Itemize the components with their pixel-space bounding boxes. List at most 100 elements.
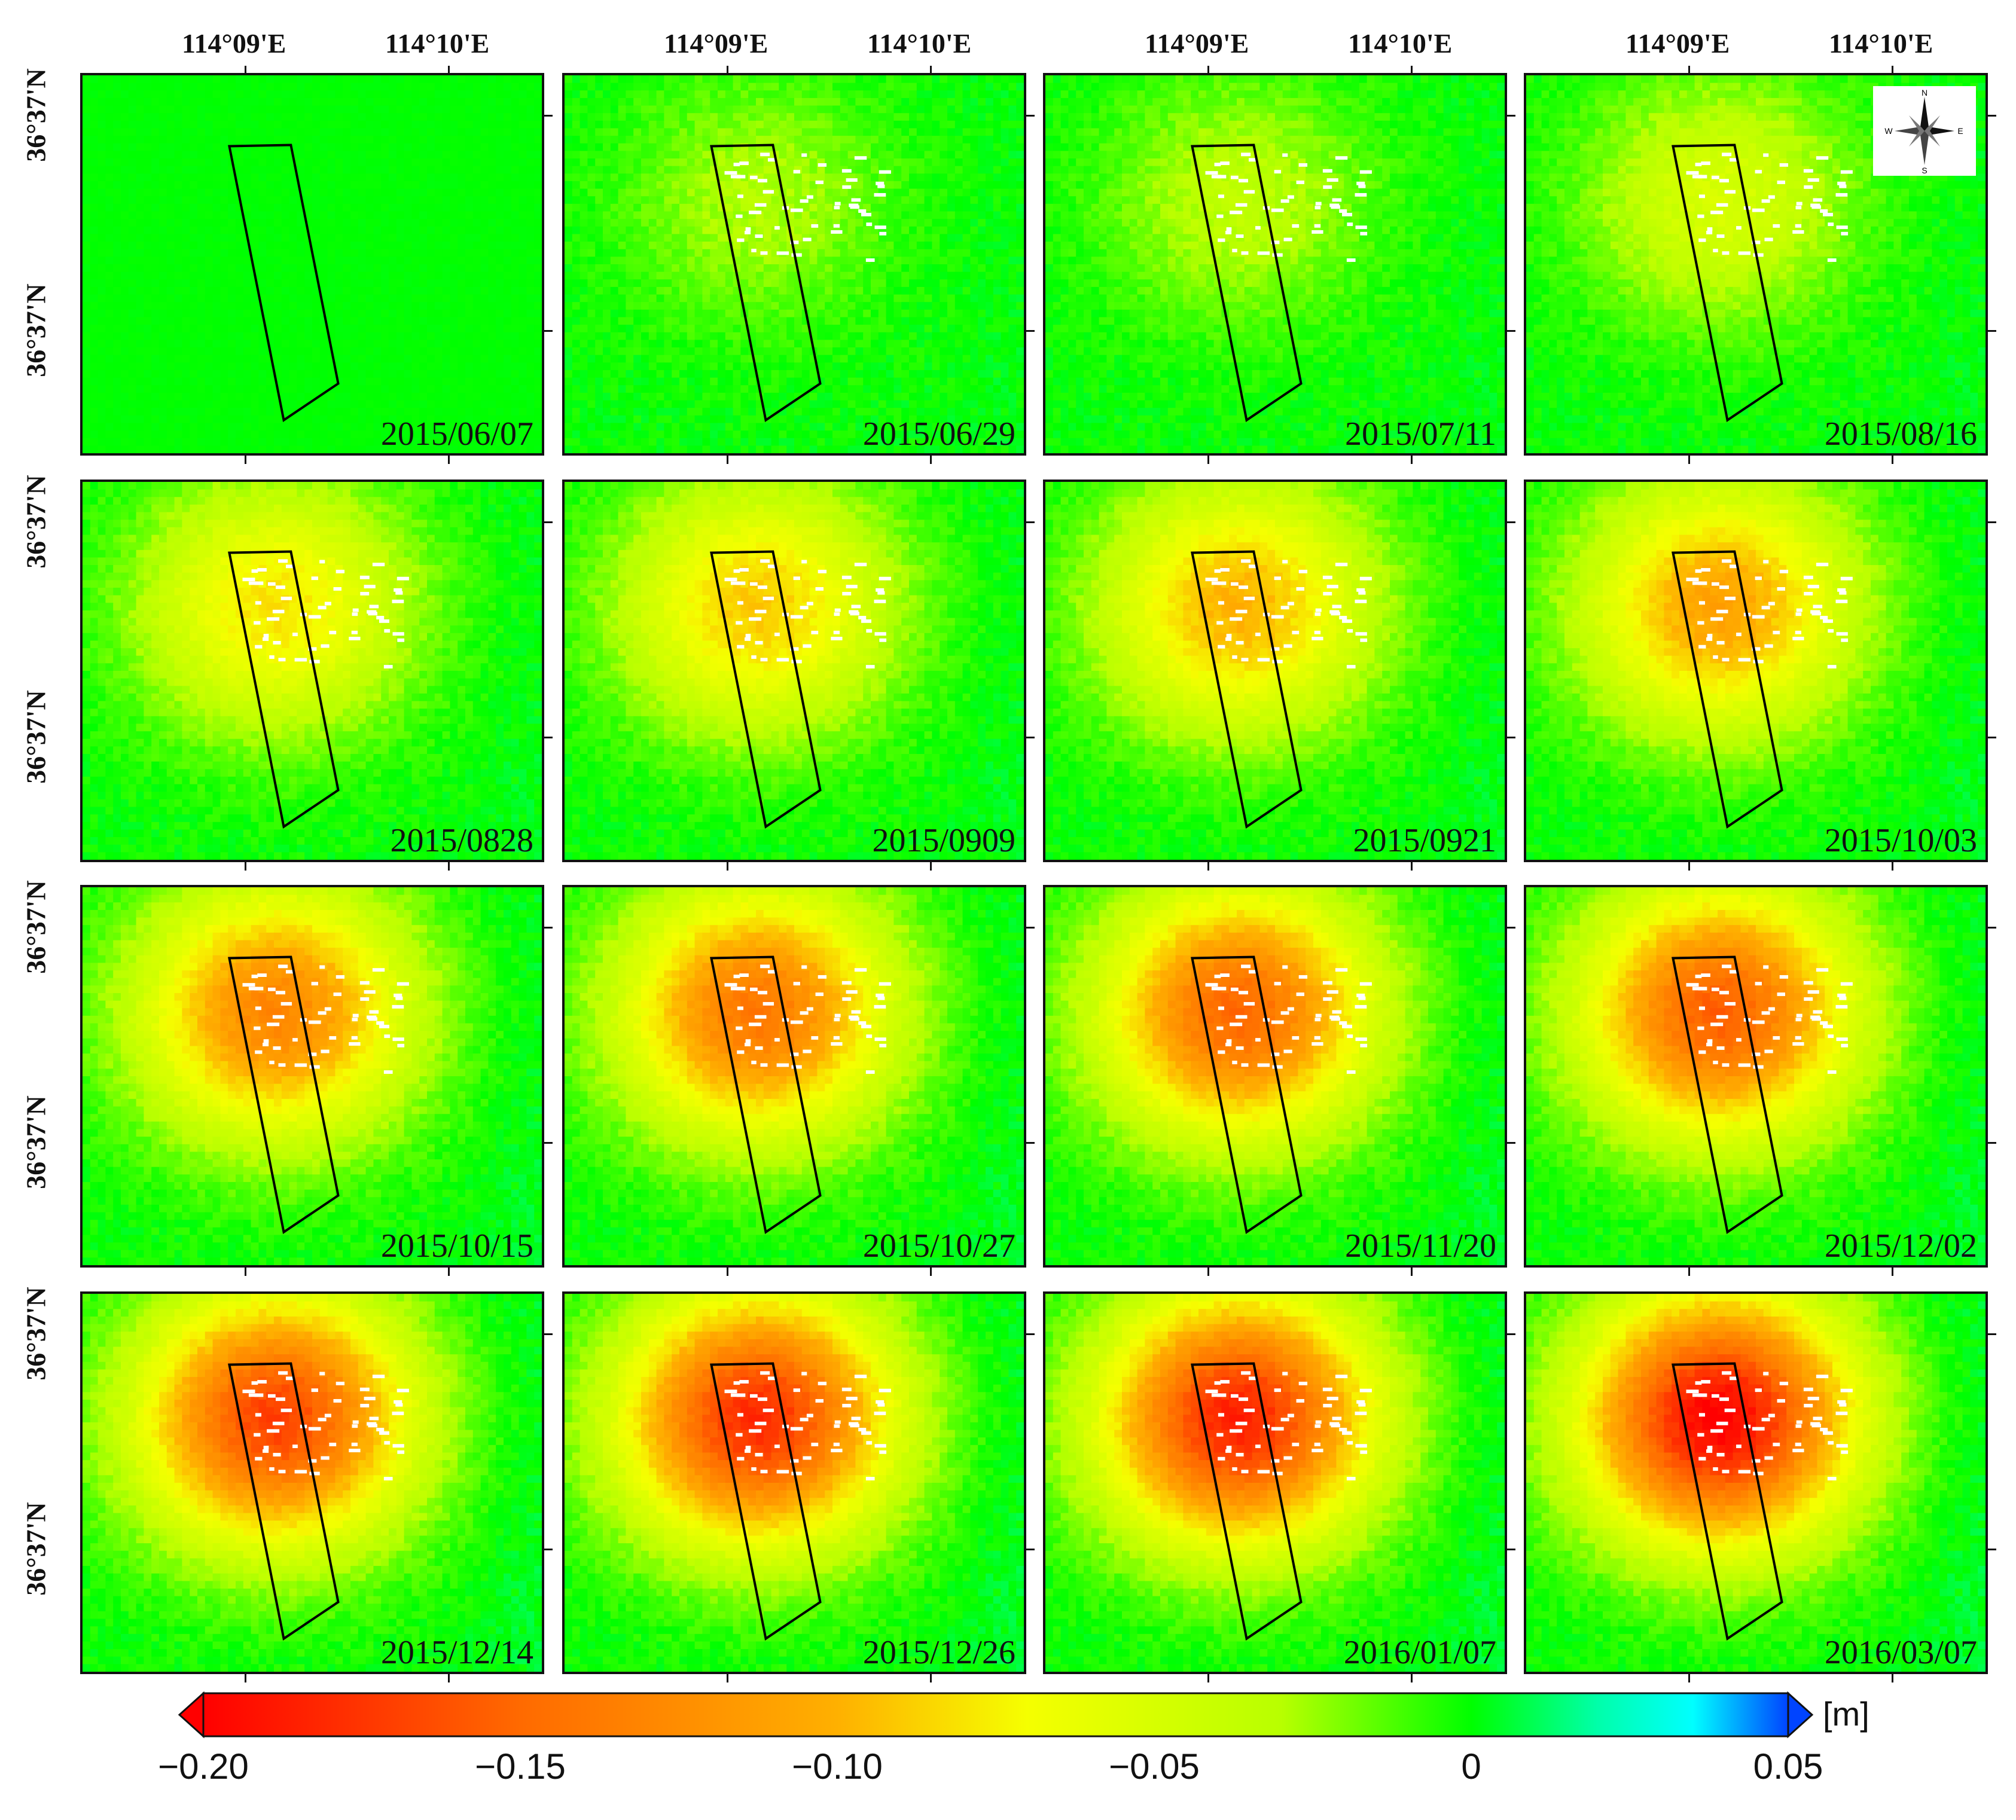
lat-tick — [1507, 1333, 1515, 1335]
no-data-pixel — [879, 231, 887, 236]
no-data-pixel — [791, 253, 802, 257]
lat-tick — [1507, 1549, 1515, 1550]
no-data-pixel — [1840, 1388, 1853, 1393]
no-data-pixel — [1779, 975, 1789, 979]
no-data-pixel — [1752, 1052, 1761, 1056]
no-data-pixel — [760, 251, 768, 255]
no-data-pixel — [319, 560, 325, 564]
no-data-pixel — [1298, 163, 1308, 167]
no-data-pixel — [1722, 559, 1732, 563]
no-data-pixel — [1312, 1042, 1323, 1046]
colorbar-tick-label: 0 — [1461, 1746, 1481, 1787]
lon-tick — [930, 1674, 932, 1682]
no-data-pixel — [1312, 637, 1323, 640]
no-data-pixel — [276, 991, 285, 995]
no-data-pixel — [858, 209, 867, 213]
no-data-pixel — [392, 1004, 404, 1009]
no-data-pixel — [383, 665, 393, 669]
no-data-pixel — [1813, 1010, 1823, 1014]
no-data-pixel — [1211, 1393, 1221, 1397]
no-data-pixel — [1773, 1036, 1780, 1040]
no-data-pixel — [273, 641, 281, 645]
no-data-pixel — [1816, 156, 1829, 160]
no-data-pixel — [1807, 1397, 1819, 1401]
no-data-pixel — [763, 596, 774, 600]
panel-date-label: 2015/0921 — [1353, 824, 1496, 857]
lat-tick — [544, 330, 553, 332]
no-data-pixel — [1713, 1061, 1718, 1064]
no-data-pixel — [257, 973, 267, 978]
no-data-pixel — [1358, 1403, 1366, 1407]
no-data-pixel — [278, 1470, 286, 1474]
no-data-pixel — [1823, 619, 1833, 623]
colorbar-tick-label: −0.10 — [792, 1746, 883, 1787]
no-data-pixel — [1716, 1046, 1725, 1050]
no-data-pixel — [263, 1449, 269, 1453]
working-face-outline — [710, 1362, 822, 1641]
no-data-pixel — [866, 1441, 873, 1445]
no-data-pixel — [1257, 1470, 1270, 1474]
no-data-pixel — [1342, 1431, 1352, 1435]
no-data-pixel — [1332, 1010, 1342, 1014]
no-data-pixel — [1820, 209, 1828, 213]
lat-tick — [1988, 1333, 1996, 1335]
no-data-pixel — [1241, 658, 1249, 662]
no-data-pixel — [1795, 206, 1802, 210]
no-data-pixel — [874, 1004, 886, 1009]
no-data-pixel — [1768, 195, 1775, 199]
no-data-pixel — [1810, 1015, 1820, 1019]
no-data-pixel — [360, 1403, 370, 1407]
working-face-outline — [1191, 1362, 1303, 1641]
no-data-pixel — [1823, 1024, 1833, 1028]
no-data-pixel — [1724, 1408, 1736, 1412]
no-data-pixel — [1211, 175, 1221, 179]
colorbar-gradient — [202, 1692, 1789, 1737]
no-data-pixel — [329, 630, 337, 634]
no-data-pixel — [1803, 575, 1813, 579]
no-data-pixel — [800, 1418, 809, 1422]
panel-date-label: 2015/12/14 — [381, 1636, 533, 1669]
no-data-pixel — [806, 1413, 813, 1418]
no-data-pixel — [1698, 581, 1707, 585]
lat-tick — [1507, 737, 1515, 738]
no-data-pixel — [879, 1043, 887, 1048]
no-data-pixel — [269, 655, 275, 659]
no-data-pixel — [736, 987, 746, 991]
no-data-pixel — [1356, 993, 1365, 997]
no-data-pixel — [1706, 637, 1713, 641]
no-data-pixel — [877, 184, 885, 188]
latitude-label: 36°37'N — [20, 65, 52, 166]
no-data-pixel — [364, 1397, 376, 1401]
no-data-pixel — [1795, 1442, 1802, 1446]
lon-tick — [1688, 456, 1690, 464]
no-data-pixel — [737, 601, 743, 605]
no-data-pixel — [1810, 1422, 1820, 1426]
lat-tick — [1507, 521, 1515, 523]
no-data-pixel — [1752, 647, 1761, 651]
no-data-pixel — [1835, 1411, 1848, 1415]
no-data-pixel — [1713, 1467, 1718, 1471]
map-panel: 2015/12/14 — [80, 1291, 544, 1674]
no-data-pixel — [1329, 1015, 1340, 1019]
no-data-pixel — [383, 1477, 393, 1481]
no-data-pixel — [321, 1456, 330, 1460]
no-data-pixel — [1752, 615, 1765, 619]
no-data-pixel — [800, 199, 809, 203]
no-data-pixel — [263, 1446, 269, 1450]
no-data-pixel — [763, 190, 774, 194]
no-data-pixel — [1274, 1388, 1281, 1393]
no-data-pixel — [760, 658, 768, 662]
no-data-pixel — [1686, 983, 1699, 987]
working-face-outline — [1672, 143, 1783, 422]
no-data-pixel — [394, 1400, 402, 1404]
no-data-pixel — [1828, 629, 1834, 633]
no-data-pixel — [1314, 1036, 1321, 1040]
panel-date-label: 2015/10/03 — [1825, 824, 1977, 857]
no-data-pixel — [754, 1015, 767, 1019]
working-face-outline — [1672, 1362, 1783, 1641]
no-data-pixel — [1706, 1449, 1713, 1453]
working-face-outline — [1191, 550, 1303, 829]
no-data-pixel — [311, 982, 318, 986]
no-data-pixel — [1840, 982, 1853, 986]
